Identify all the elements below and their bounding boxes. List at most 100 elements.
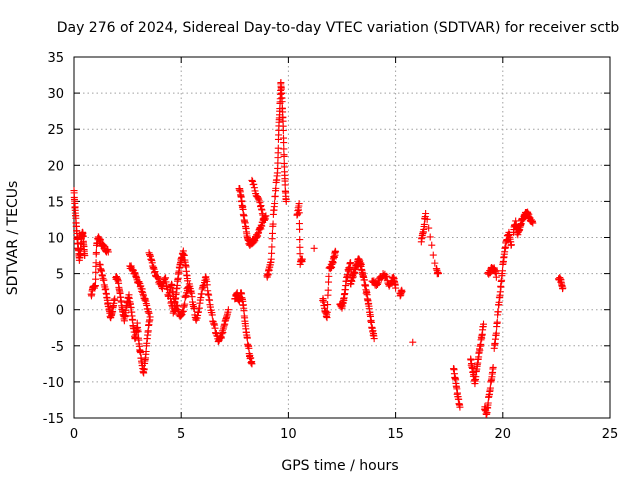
data-point (298, 255, 306, 263)
y-tick-label: 25 (47, 123, 64, 138)
data-point (295, 200, 303, 208)
data-point (374, 279, 382, 287)
x-tick-label: 15 (387, 427, 404, 442)
data-point (256, 199, 264, 207)
data-point (146, 313, 154, 321)
data-point (426, 233, 434, 241)
axis-ticks (73, 56, 611, 419)
data-point (373, 279, 381, 287)
data-point (250, 180, 258, 188)
data-point (498, 267, 506, 275)
data-point (92, 259, 100, 267)
data-point (92, 268, 100, 276)
y-tick-label: 5 (56, 268, 64, 283)
data-point (493, 318, 501, 326)
data-point (255, 197, 263, 205)
data-point (296, 225, 304, 233)
data-point (260, 215, 268, 223)
data-point (268, 243, 276, 251)
y-tick-label: 35 (47, 51, 64, 66)
data-point (248, 360, 256, 368)
data-point (271, 200, 279, 207)
data-point (224, 306, 232, 314)
data-point (456, 403, 464, 411)
data-point (529, 219, 537, 227)
chart-title: Day 276 of 2024, Sidereal Day-to-day VTE… (57, 20, 620, 36)
data-point (422, 210, 430, 218)
data-points (70, 79, 567, 418)
data-point (480, 320, 488, 328)
data-point (428, 241, 436, 249)
y-tick-label: -15 (43, 412, 64, 427)
data-point (134, 328, 142, 336)
x-tick-label: 10 (280, 427, 297, 442)
data-point (92, 275, 100, 283)
y-tick-label: 10 (47, 232, 64, 247)
data-point (296, 243, 304, 251)
data-point (280, 139, 288, 147)
data-point (181, 300, 189, 308)
data-point (272, 184, 280, 192)
data-point (420, 220, 428, 228)
data-point (296, 250, 304, 258)
data-point (429, 251, 437, 259)
data-point (492, 273, 500, 281)
data-point (145, 309, 153, 317)
data-point (434, 270, 442, 278)
data-point (267, 255, 275, 263)
data-point (268, 249, 276, 257)
x-tick-labels: 0 5 10 15 20 25 (70, 427, 618, 442)
data-point (296, 236, 304, 244)
data-point (250, 184, 258, 192)
y-axis-label: SDTVAR / TECUs (5, 181, 21, 296)
data-point (249, 177, 257, 185)
data-point (489, 363, 497, 371)
x-tick-label: 5 (177, 427, 185, 442)
data-point (492, 329, 500, 337)
data-point (494, 308, 502, 316)
data-point (295, 209, 303, 217)
x-tick-label: 20 (495, 427, 512, 442)
data-point (383, 272, 391, 280)
y-tick-label: 30 (47, 87, 64, 102)
data-point (310, 244, 318, 252)
data-point (398, 288, 406, 296)
data-point (254, 194, 262, 202)
y-tick-label: -10 (43, 376, 64, 391)
data-point (323, 308, 331, 316)
data-point (255, 195, 263, 203)
data-point (486, 384, 494, 392)
x-tick-label: 25 (602, 427, 619, 442)
x-axis-label: GPS time / hours (281, 458, 398, 474)
data-point (325, 272, 333, 280)
data-point (81, 252, 89, 260)
data-point (279, 126, 287, 134)
data-point (370, 335, 378, 343)
data-point (507, 241, 515, 249)
y-tick-label: 0 (56, 304, 64, 319)
data-point (425, 224, 433, 232)
data-point (268, 229, 276, 237)
data-point (208, 311, 216, 319)
data-point (274, 144, 282, 152)
data-point (332, 248, 340, 256)
data-point (282, 197, 290, 205)
data-point (92, 249, 100, 257)
data-point (104, 248, 112, 256)
x-tick-label: 0 (70, 427, 78, 442)
data-point (203, 281, 211, 289)
data-point (243, 334, 251, 342)
data-point (324, 286, 332, 294)
data-point (409, 338, 417, 346)
data-point (392, 284, 400, 292)
data-point (91, 282, 99, 290)
y-tick-label: 15 (47, 195, 64, 210)
y-tick-label: 20 (47, 159, 64, 174)
data-point (423, 215, 431, 223)
data-point (559, 284, 567, 292)
y-tick-label: -5 (51, 340, 64, 355)
data-point (269, 220, 277, 228)
data-point (281, 181, 289, 189)
grid-lines (74, 57, 610, 418)
